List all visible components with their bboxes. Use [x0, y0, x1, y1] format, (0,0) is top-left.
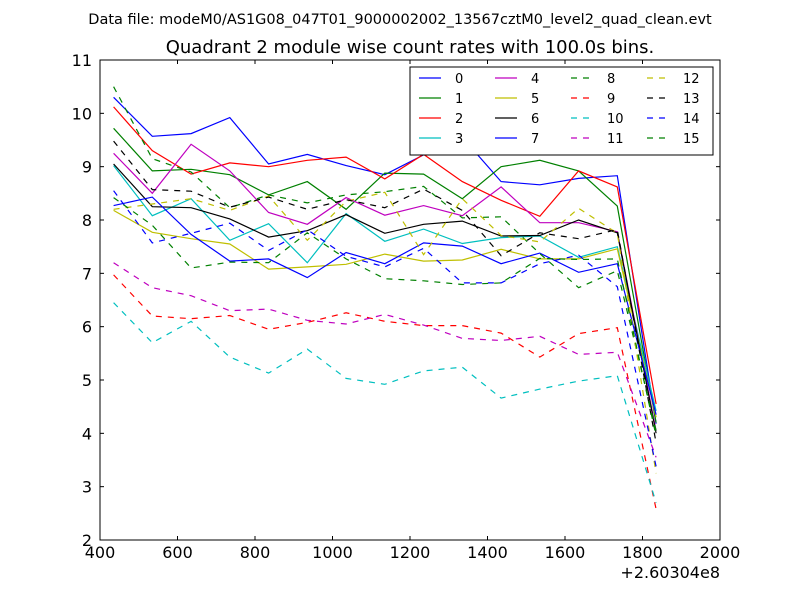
legend-label-10: 10: [607, 112, 624, 127]
series-line-14: [113, 190, 657, 467]
series-line-11: [113, 262, 657, 458]
series-line-12: [113, 191, 657, 474]
suptitle: Data file: modeM0/AS1G08_047T01_90000020…: [88, 12, 712, 28]
y-tick-label: 2: [82, 531, 92, 550]
x-tick-label: 1600: [545, 543, 586, 562]
series-line-0: [113, 96, 657, 424]
x-offset-label: +2.60304e8: [620, 563, 720, 582]
chart-title: Quadrant 2 module wise count rates with …: [166, 37, 655, 58]
legend-label-2: 2: [455, 112, 463, 127]
x-tick-label: 1000: [312, 543, 353, 562]
series-line-9: [113, 274, 657, 510]
y-tick-label: 10: [72, 104, 92, 123]
legend-label-5: 5: [531, 92, 539, 107]
legend-label-8: 8: [607, 72, 615, 87]
y-tick-label: 6: [82, 318, 92, 337]
legend-label-6: 6: [531, 112, 539, 127]
series-line-4: [113, 143, 657, 431]
legend-label-9: 9: [607, 92, 615, 107]
y-tick-label: 3: [82, 478, 92, 497]
y-tick-label: 11: [72, 51, 92, 70]
x-tick-label: 800: [240, 543, 271, 562]
legend-label-1: 1: [455, 92, 463, 107]
series-line-6: [113, 163, 657, 434]
y-tick-label: 5: [82, 371, 92, 390]
series-line-3: [113, 165, 657, 412]
legend-label-0: 0: [455, 72, 463, 87]
legend-label-15: 15: [683, 132, 700, 147]
series-line-5: [113, 209, 657, 418]
x-tick-label: 1200: [390, 543, 431, 562]
series-line-10: [113, 302, 657, 503]
y-tick-label: 9: [82, 158, 92, 177]
legend-label-4: 4: [531, 72, 539, 87]
y-tick-label: 7: [82, 264, 92, 283]
legend-label-12: 12: [683, 72, 700, 87]
legend-label-3: 3: [455, 132, 463, 147]
y-tick-label: 8: [82, 211, 92, 230]
plot-area: 400 600 800 1000 1200 1400 1600 1800 2000 2 3 4 5 6 7 8…: [72, 51, 741, 562]
x-tick-label: 1800: [622, 543, 663, 562]
legend-box: [409, 66, 714, 156]
legend-label-14: 14: [683, 112, 700, 127]
y-tick-label: 4: [82, 424, 92, 443]
x-tick-label: 600: [162, 543, 193, 562]
series-line-13: [113, 140, 657, 444]
legend-label-13: 13: [683, 92, 700, 107]
legend-label-7: 7: [531, 132, 539, 147]
x-tick-label: 1400: [467, 543, 508, 562]
x-tick-label: 400: [85, 543, 116, 562]
x-tick-label: 2000: [700, 543, 741, 562]
series-line-7: [113, 196, 657, 415]
legend-label-11: 11: [607, 132, 624, 147]
series-line-2: [113, 106, 657, 405]
series-line-1: [113, 127, 657, 423]
